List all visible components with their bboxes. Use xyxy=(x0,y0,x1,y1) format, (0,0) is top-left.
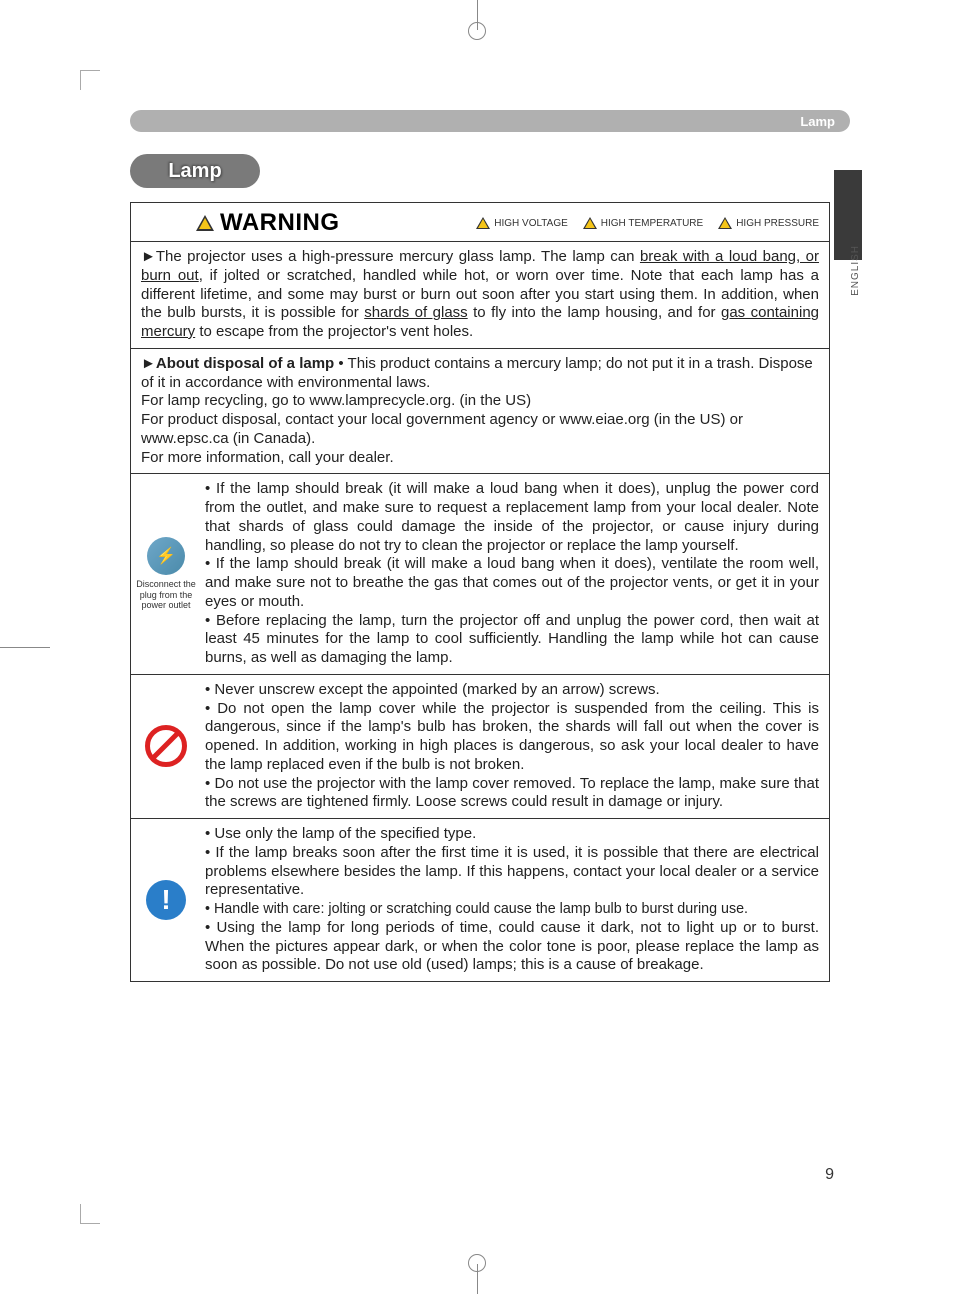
text-cell: • Use only the lamp of the specified typ… xyxy=(201,819,829,981)
corner-mark-bl xyxy=(80,1204,100,1224)
hazard-icons-group: HIGH VOLTAGE HIGH TEMPERATURE HIGH PRESS… xyxy=(476,217,819,229)
section-title: Lamp xyxy=(130,154,260,188)
bullet: • Never unscrew except the appointed (ma… xyxy=(205,681,819,700)
text-cell: • Never unscrew except the appointed (ma… xyxy=(201,675,829,818)
bullet: • If the lamp breaks soon after the firs… xyxy=(205,844,819,899)
bullet: • Handle with care: jolting or scratchin… xyxy=(205,901,748,917)
pressure-icon xyxy=(718,217,732,229)
corner-mark-tl xyxy=(80,70,100,90)
language-label: ENGLISH xyxy=(850,245,861,296)
icon-cell xyxy=(131,675,201,818)
hazard-label: HIGH PRESSURE xyxy=(736,218,819,229)
warning-label-group: WARNING xyxy=(196,209,340,237)
disconnect-row: ⚡ Disconnect the plug from the power out… xyxy=(131,474,829,675)
text: ►The projector uses a high-pressure merc… xyxy=(141,248,640,265)
header-section: Lamp xyxy=(800,114,835,129)
bullet: • Do not use the projector with the lamp… xyxy=(205,775,819,811)
disposal-title: About disposal of a lamp xyxy=(156,355,334,372)
hazard-pressure: HIGH PRESSURE xyxy=(718,217,819,229)
hazard-label: HIGH VOLTAGE xyxy=(494,218,568,229)
crop-mark-top xyxy=(457,0,497,40)
voltage-icon xyxy=(476,217,490,229)
arrow: ► xyxy=(141,355,156,372)
text: For more information, call your dealer. xyxy=(141,449,394,466)
caution-row: ! • Use only the lamp of the specified t… xyxy=(131,819,829,981)
warning-label: WARNING xyxy=(220,209,340,237)
temperature-icon xyxy=(583,217,597,229)
warning-intro-row: ►The projector uses a high-pressure merc… xyxy=(131,242,829,349)
prohibit-row: • Never unscrew except the appointed (ma… xyxy=(131,675,829,819)
plug-icon: ⚡ xyxy=(147,537,185,575)
bullet: • If the lamp should break (it will make… xyxy=(205,555,819,610)
warning-header-row: WARNING HIGH VOLTAGE HIGH TEMPERATURE HI… xyxy=(131,203,829,242)
text: For lamp recycling, go to www.lamprecycl… xyxy=(141,392,531,409)
disposal-row: ►About disposal of a lamp • This product… xyxy=(131,349,829,475)
hazard-voltage: HIGH VOLTAGE xyxy=(476,217,568,229)
warning-table: WARNING HIGH VOLTAGE HIGH TEMPERATURE HI… xyxy=(130,202,830,982)
hazard-label: HIGH TEMPERATURE xyxy=(601,218,703,229)
page-content: Lamp Lamp WARNING HIGH VOLTAGE HIGH TEMP… xyxy=(130,110,850,982)
crop-mark-left xyxy=(0,627,60,667)
bullet: • Use only the lamp of the specified typ… xyxy=(205,825,819,844)
page-number: 9 xyxy=(825,1166,834,1184)
icon-cell: ⚡ Disconnect the plug from the power out… xyxy=(131,474,201,674)
text-underline: shards of glass xyxy=(364,304,467,321)
icon-cell: ! xyxy=(131,819,201,981)
header-bar: Lamp xyxy=(130,110,850,132)
warning-triangle-icon xyxy=(196,215,214,231)
bullet: • Do not open the lamp cover while the p… xyxy=(205,700,819,773)
info-icon: ! xyxy=(146,880,186,920)
text: For product disposal, contact your local… xyxy=(141,411,743,447)
text-cell: • If the lamp should break (it will make… xyxy=(201,474,829,674)
bullet: • Using the lamp for long periods of tim… xyxy=(205,919,819,974)
hazard-temperature: HIGH TEMPERATURE xyxy=(583,217,703,229)
prohibit-icon xyxy=(145,725,187,767)
bullet: • If the lamp should break (it will make… xyxy=(205,480,819,553)
text: to fly into the lamp housing, and for xyxy=(468,304,721,321)
crop-mark-bottom xyxy=(457,1254,497,1294)
text: to escape from the projector's vent hole… xyxy=(195,323,473,340)
bullet: • Before replacing the lamp, turn the pr… xyxy=(205,612,819,667)
icon-caption: Disconnect the plug from the power outle… xyxy=(132,579,200,611)
